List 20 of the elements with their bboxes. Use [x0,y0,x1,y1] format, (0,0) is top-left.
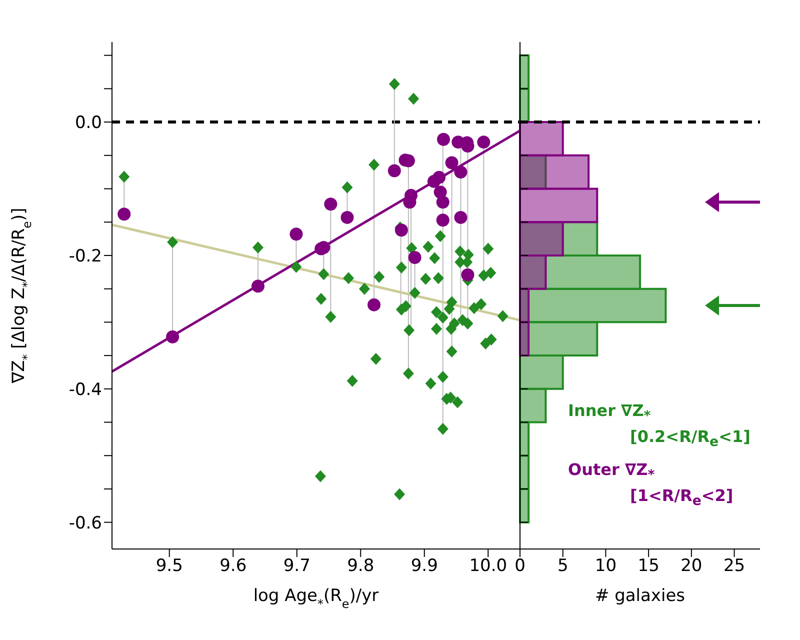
x-tick-label: 9.8 [347,556,374,576]
x-tick-label: 0 [514,556,526,576]
y-tick-label: -0.2 [68,246,102,267]
x-tick-label: 25 [723,556,746,576]
y-tick-label: -0.4 [68,380,102,400]
x-tick-label: 10.0 [469,556,508,576]
text: Outer ∇Z$_{*}$ [1<R/R$_{e}$<2] [568,460,748,512]
x-tick-label: 9.6 [220,556,247,576]
x-tick-label: 9.9 [410,556,438,576]
x-tick-label: 9.7 [283,556,310,576]
x-tick-label: 5 [557,556,568,576]
y-tick-label: -0.6 [68,513,102,534]
y-tick-label: 0.0 [74,113,102,134]
x-tick-label: 20 [680,556,702,576]
x-axis-title: log Age$_{*}$(R$_{e}$)/yr [253,586,379,611]
series-label: Inner ∇Z$_{*}$ [0.2<R/R$_{e}$<1] [568,401,750,454]
x-tick-label: 9.5 [156,556,183,576]
x-tick-label: 15 [638,556,660,576]
x-axis-title: # galaxies [594,586,686,606]
x-tick-label: 10 [594,556,617,576]
